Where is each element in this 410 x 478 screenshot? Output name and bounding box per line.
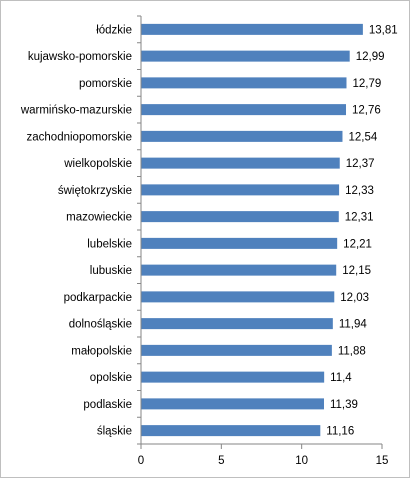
bar bbox=[141, 23, 363, 35]
data-label: 12,54 bbox=[348, 131, 377, 143]
category-label: małopolskie bbox=[71, 345, 132, 357]
category-label: pomorskie bbox=[79, 78, 132, 90]
x-ticks-group: 0 5 10 15 bbox=[138, 444, 389, 467]
bar bbox=[141, 211, 339, 223]
category-labels-group: łódzkie kujawsko-pomorskie pomorskie warmiń… bbox=[20, 24, 132, 437]
bar bbox=[141, 425, 321, 437]
bar bbox=[141, 104, 347, 116]
data-label: 12,03 bbox=[340, 292, 369, 304]
category-label: dolnośląskie bbox=[69, 319, 132, 331]
data-label: 11,39 bbox=[330, 399, 358, 411]
data-label: 11,4 bbox=[330, 372, 352, 384]
category-label: wielkopolskie bbox=[63, 158, 132, 170]
axis-group bbox=[137, 15, 382, 445]
bar bbox=[141, 130, 343, 142]
category-label: świętokrzyskie bbox=[58, 185, 132, 197]
x-tick-label: 0 bbox=[138, 455, 144, 467]
data-label: 12,37 bbox=[346, 158, 375, 170]
data-label: 12,21 bbox=[343, 238, 372, 250]
x-tick-label: 15 bbox=[376, 455, 389, 467]
category-label: zachodniopomorskie bbox=[27, 131, 132, 143]
bar bbox=[141, 237, 338, 249]
x-tick-label: 10 bbox=[295, 455, 308, 467]
bar bbox=[141, 318, 333, 330]
bar bbox=[141, 371, 325, 383]
data-label: 11,88 bbox=[338, 345, 366, 357]
data-label: 11,94 bbox=[339, 319, 368, 331]
data-label: 12,76 bbox=[352, 105, 381, 117]
bar bbox=[141, 77, 347, 89]
bar bbox=[141, 157, 340, 169]
bars-group bbox=[141, 23, 363, 437]
category-label: warmińsko-mazurskie bbox=[20, 105, 132, 117]
bar bbox=[141, 184, 340, 196]
data-label: 12,31 bbox=[345, 212, 374, 224]
category-label: łódzkie bbox=[96, 24, 132, 36]
bar bbox=[141, 291, 335, 303]
category-label: lubuskie bbox=[90, 265, 132, 277]
bar bbox=[141, 264, 337, 276]
bar bbox=[141, 344, 332, 356]
bar bbox=[141, 50, 350, 62]
data-labels-group: 13,81 12,99 12,79 12,76 12,54 12,37 12,33 12,31… bbox=[326, 24, 397, 437]
data-label: 12,15 bbox=[342, 265, 371, 277]
category-label: kujawsko-pomorskie bbox=[28, 51, 132, 63]
category-label: opolskie bbox=[90, 372, 132, 384]
data-label: 12,33 bbox=[345, 185, 374, 197]
category-label: lubelskie bbox=[87, 238, 132, 250]
data-label: 12,79 bbox=[352, 78, 381, 90]
data-label: 11,16 bbox=[326, 426, 354, 438]
x-tick-label: 5 bbox=[218, 455, 224, 467]
bar bbox=[141, 398, 324, 410]
category-label: podkarpackie bbox=[64, 292, 132, 304]
category-label: śląskie bbox=[97, 426, 132, 438]
category-label: mazowieckie bbox=[66, 212, 132, 224]
data-label: 13,81 bbox=[369, 24, 398, 36]
data-label: 12,99 bbox=[356, 51, 385, 63]
category-label: podlaskie bbox=[83, 399, 132, 411]
